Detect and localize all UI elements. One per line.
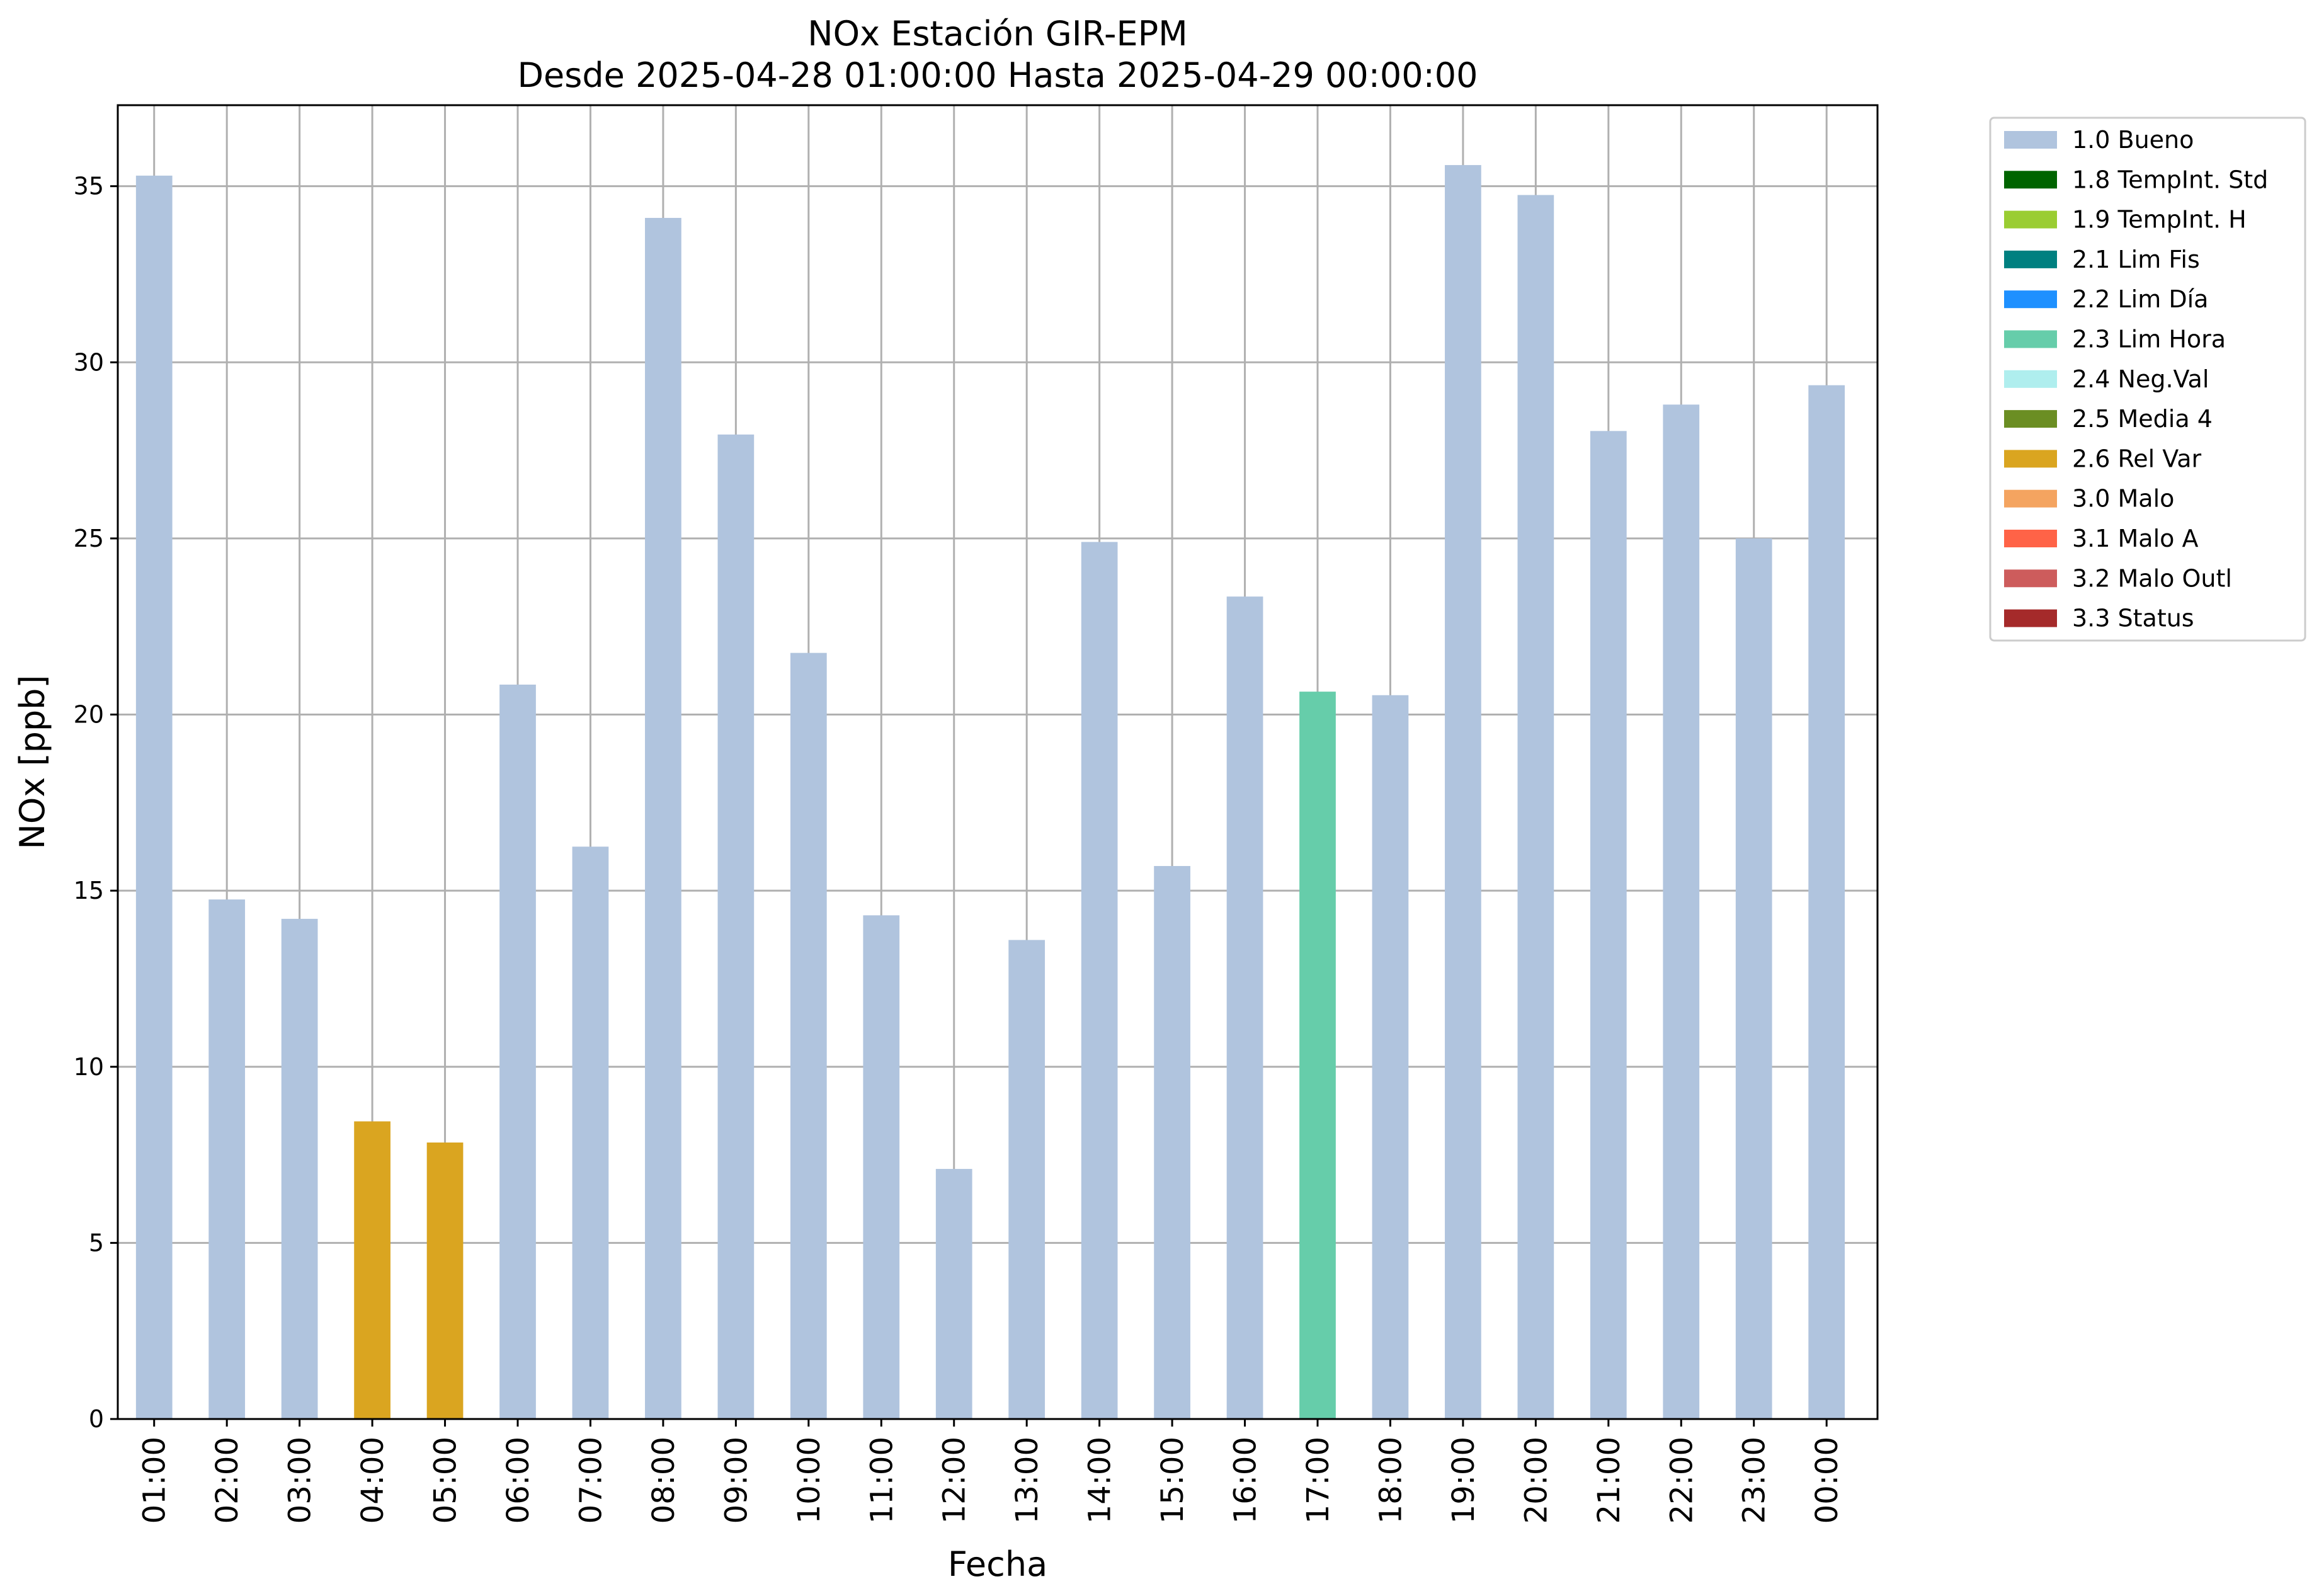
bar-02:00 [208,899,246,1419]
bar-23:00 [1735,538,1772,1419]
x-tick-label: 01:00 [137,1437,173,1524]
legend-swatch [2004,370,2057,388]
bar-01:00 [135,175,173,1419]
y-tick-label: 35 [74,173,104,200]
y-tick-label: 30 [74,348,104,376]
bar-22:00 [1663,404,1700,1419]
legend-label: 3.2 Malo Outl [2072,564,2232,592]
y-tick-label: 10 [74,1053,104,1081]
x-tick-label: 05:00 [428,1437,464,1524]
bar-06:00 [499,684,536,1419]
x-tick-label: 10:00 [792,1437,827,1524]
x-tick-label: 11:00 [864,1437,899,1524]
bars [135,165,1845,1420]
legend-label: 1.9 TempInt. H [2072,206,2247,234]
bar-20:00 [1517,195,1554,1419]
legend-swatch [2004,131,2057,149]
legend-label: 2.3 Lim Hora [2072,326,2226,353]
legend-label: 3.0 Malo [2072,485,2174,513]
legend-label: 1.8 TempInt. Std [2072,166,2268,193]
x-axis-label: Fecha [948,1544,1047,1584]
x-tick-label: 07:00 [573,1437,608,1524]
chart-subtitle: Desde 2025-04-28 01:00:00 Hasta 2025-04-… [517,55,1478,95]
legend-label: 1.0 Bueno [2072,126,2194,154]
x-tick-label: 16:00 [1228,1437,1263,1524]
y-tick-label: 20 [74,701,104,729]
y-tick-label: 0 [89,1405,104,1433]
bar-04:00 [354,1121,390,1419]
bar-21:00 [1590,431,1627,1419]
legend-swatch [2004,489,2057,508]
legend-swatch [2004,609,2057,627]
y-tick-label: 15 [74,877,104,904]
bar-11:00 [863,915,900,1419]
legend-swatch [2004,410,2057,428]
x-tick-label: 18:00 [1373,1437,1408,1524]
bar-17:00 [1299,692,1336,1419]
x-tick-label: 12:00 [937,1437,972,1524]
x-tick-label: 08:00 [646,1437,681,1524]
bar-16:00 [1226,596,1263,1419]
x-tick-label: 21:00 [1592,1437,1627,1524]
bar-15:00 [1154,865,1190,1419]
x-tick-label: 04:00 [355,1437,390,1524]
legend-swatch [2004,290,2057,309]
bar-19:00 [1445,165,1481,1419]
bar-18:00 [1372,695,1409,1419]
chart-title: NOx Estación GIR-EPM [807,14,1188,54]
plot-frame [117,104,1879,1420]
bar-09:00 [717,434,755,1419]
bar-10:00 [790,653,827,1419]
x-tick-label: 22:00 [1664,1437,1699,1524]
x-tick-label: 02:00 [210,1437,245,1524]
bar-14:00 [1081,542,1118,1419]
legend-swatch [2004,210,2057,229]
bar-05:00 [426,1142,464,1419]
legend-label: 2.4 Neg.Val [2072,365,2209,393]
y-tick-label: 5 [89,1229,104,1257]
bar-12:00 [935,1168,972,1419]
legend-label: 2.1 Lim Fis [2072,246,2200,273]
x-tick-label: 13:00 [1010,1437,1045,1524]
legend-swatch [2004,450,2057,468]
x-tick-label: 14:00 [1083,1437,1118,1524]
x-tick-label: 06:00 [501,1437,536,1524]
legend-swatch [2004,250,2057,268]
x-tick-label: 09:00 [719,1437,754,1524]
legend-label: 3.1 Malo A [2072,525,2198,552]
bar-00:00 [1808,385,1845,1419]
legend-label: 2.5 Media 4 [2072,405,2213,433]
y-tick-label: 25 [74,525,104,552]
legend-swatch [2004,569,2057,588]
legend: 1.0 Bueno 1.8 TempInt. Std 1.9 TempInt. H 2… [1989,117,2306,642]
axis-ticks: 0 5 10 15 20 25 30 35 01:00 02:00 03:00 04:00 05:00 0… [74,173,1845,1524]
legend-frame [1989,117,2306,642]
bar-03:00 [281,918,318,1419]
legend-label: 3.3 Status [2072,605,2194,632]
y-axis-label: NOx [ppb] [13,675,52,850]
x-tick-label: 00:00 [1809,1437,1845,1524]
x-tick-label: 17:00 [1301,1437,1336,1524]
bar-07:00 [572,846,609,1419]
legend-swatch [2004,530,2057,547]
x-tick-label: 19:00 [1446,1437,1481,1524]
bar-13:00 [1008,940,1046,1419]
x-tick-label: 23:00 [1737,1437,1772,1524]
legend-label: 2.2 Lim Día [2072,285,2208,313]
legend-label: 2.6 Rel Var [2072,445,2202,472]
legend-swatch [2004,330,2057,348]
x-tick-label: 15:00 [1155,1437,1190,1524]
legend-swatch [2004,171,2057,189]
bar-08:00 [645,217,681,1420]
x-tick-label: 20:00 [1518,1437,1554,1524]
x-tick-label: 03:00 [283,1437,318,1524]
